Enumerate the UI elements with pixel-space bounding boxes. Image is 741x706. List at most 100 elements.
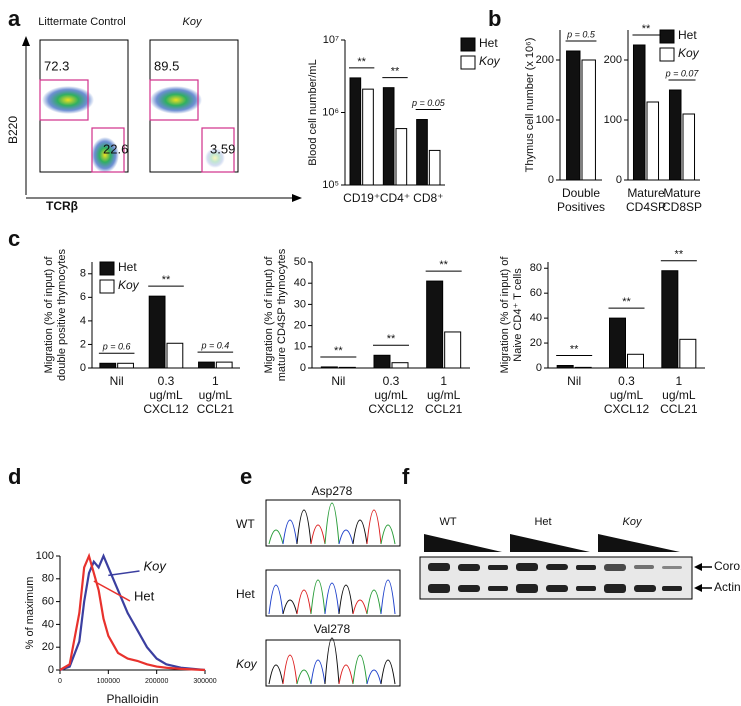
bar [391,362,409,369]
blot-group: Koy [623,516,643,528]
x-tick-label: CXCL12 [368,402,414,416]
trace-peak [324,637,340,685]
arrow-head [292,194,302,202]
panel-label: b [488,6,501,31]
x-tick-label: CCL21 [197,402,235,416]
y-tick-label: 50 [294,256,306,268]
y-tick-label: 40 [42,618,54,630]
trace-peak [268,664,284,685]
panel-label: a [8,6,21,31]
y-tick-label: 100 [536,114,554,126]
line-series [59,553,206,672]
x-tick-label: CD8⁺ [413,191,443,205]
annotation: ** [439,259,448,271]
bar [395,128,408,186]
chromatograms [265,499,401,687]
trace-peak [310,579,326,615]
y-tick-label: 80 [530,262,542,274]
trace-peak [296,509,312,545]
y-tick-label: 100 [604,114,622,126]
annotation: p = 0.5 [566,29,596,39]
y-axis-label: % of maximum [24,577,36,650]
y-tick-label: 40 [294,277,306,289]
trace-peak [310,524,326,545]
flow-plot [149,39,239,173]
x-tick-label: CD19⁺ [343,191,380,205]
x-tick-label: 300000 [193,678,216,685]
x-tick-label: 1 [675,374,682,388]
x-tick-label: 0.3 [383,374,400,388]
gate-value: 3.59 [210,141,235,156]
bar [581,59,596,181]
annotation: ** [570,343,579,355]
bar [166,342,184,369]
y-tick-label: 4 [80,315,86,327]
blot-group: WT [439,516,456,528]
x-tick-label: CCL21 [660,402,698,416]
trace-peak [380,659,396,685]
y-axis-label: mature CD4SP thymocytes [276,248,288,381]
annotation: ** [391,66,400,78]
bar [682,113,696,181]
trace-peak [268,584,284,615]
bar [668,89,682,181]
trace-peak [282,654,298,685]
legend-swatch [460,37,476,52]
x-tick-label: ug/mL [199,388,233,402]
chromatogram-box [265,499,401,547]
trace-peak [366,589,382,615]
trace-peak [338,529,354,545]
x-tick-label: Mature [663,186,701,200]
y-tick-label: 8 [80,268,86,280]
annotation: p = 0.07 [665,68,700,78]
bar [349,77,362,186]
y-axis-label: Migration (% of input) of [43,256,55,374]
series-label: Het [134,588,155,603]
panel-label: d [8,464,21,489]
annotation: p = 0.4 [200,340,229,350]
trace-peak [366,509,382,545]
x-tick-label: 1 [440,374,447,388]
trace-peak [380,579,396,615]
x-tick-label: ug/mL [149,388,183,402]
legend-swatch [659,47,675,62]
y-tick-label: 200 [536,54,554,66]
y-axis-label: Migration (% of input) of [499,256,511,374]
legend-label: Het [678,28,697,42]
bar [632,44,646,181]
y-tick-label: 0 [548,174,554,186]
y-tick-label: 0 [536,362,542,374]
x-tick-label: CCL21 [425,402,463,416]
trace-peak [324,502,340,545]
band-label: Actin [714,580,741,594]
chromatogram-box [265,569,401,617]
x-tick-label: CXCL12 [604,402,650,416]
y-tick-label: 40 [530,312,542,324]
bar [566,50,581,181]
trace-peak [268,529,284,545]
trace-peak [338,664,354,685]
x-tick-label: Nil [110,374,124,388]
seq-label: Val278 [314,622,351,636]
legend-label: Koy [118,278,140,292]
flow-title: Koy [183,16,203,28]
annotation: ** [622,296,631,308]
bar [444,331,462,369]
x-tick-label: Mature [627,186,665,200]
y-tick-label: 2 [80,338,86,350]
series-label: Koy [144,558,168,573]
y-tick-label: 0 [300,362,306,374]
x-tick-label: 0.3 [618,374,635,388]
legend-label: Koy [479,54,501,68]
y-axis-label: double positive thymocytes [56,248,68,381]
x-tick-label: 100000 [97,678,120,685]
y-tick-label: 20 [530,337,542,349]
annotation: p = 0.6 [102,342,131,352]
flow-plot [39,39,129,173]
bar [215,361,233,369]
y-tick-label: 20 [42,641,54,653]
seq-row-label: WT [236,517,255,531]
x-tick-label: CD4SP [626,200,666,214]
x-tick-label: CXCL12 [143,402,189,416]
